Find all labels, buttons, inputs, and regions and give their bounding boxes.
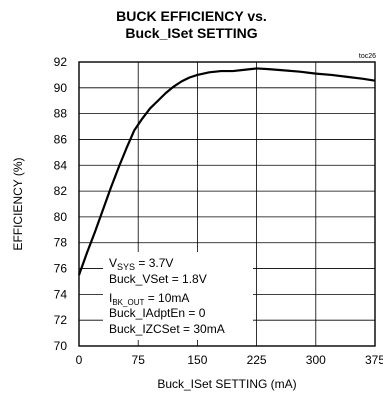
chart-title: BUCK EFFICIENCY vs.	[116, 8, 267, 24]
figure-code: toc26	[359, 53, 376, 60]
y-tick-label: 74	[54, 287, 68, 301]
y-tick-label: 84	[54, 158, 68, 172]
y-tick-label: 86	[54, 132, 68, 146]
y-tick-label: 92	[54, 55, 68, 69]
x-tick-label: 300	[306, 353, 326, 367]
conditions-box: VSYS = 3.7V Buck_VSet = 1.8V IBK_OUT = 1…	[103, 252, 253, 340]
y-tick-label: 78	[54, 236, 68, 250]
tick-labels: 70 72 74 76 78 80 82 84 86 88 90 92 0 75 150 225 300 375	[54, 55, 383, 367]
y-tick-label: 80	[54, 210, 68, 224]
annotation-iadpten: Buck_IAdptEn = 0	[109, 306, 206, 320]
plot-frame	[78, 61, 376, 347]
conditions-background	[103, 252, 253, 340]
x-axis-label: Buck_ISet SETTING (mA)	[157, 377, 296, 391]
efficiency-series-line	[77, 67, 376, 276]
x-tick-label: 150	[187, 353, 207, 367]
x-tick-label: 75	[132, 353, 146, 367]
chart-subtitle: Buck_ISet SETTING	[125, 25, 258, 41]
y-tick-label: 76	[54, 262, 68, 276]
y-tick-label: 90	[54, 81, 68, 95]
y-tick-label: 88	[54, 107, 68, 121]
x-tick-label: 225	[247, 353, 267, 367]
x-tick-label: 0	[76, 353, 83, 367]
annotation-vsys: VSYS = 3.7V	[109, 256, 173, 272]
x-tick-label: 375	[365, 353, 383, 367]
annotation-ibk-out: IBK_OUT = 10mA	[109, 291, 189, 307]
annotation-izcset: Buck_IZCSet = 30mA	[109, 322, 225, 336]
y-tick-label: 82	[54, 184, 68, 198]
y-axis-label: EFFICIENCY (%)	[11, 157, 25, 250]
y-tick-label: 70	[54, 339, 68, 353]
y-tick-label: 72	[54, 313, 68, 327]
annotation-buck-vset: Buck_VSet = 1.8V	[109, 272, 207, 286]
